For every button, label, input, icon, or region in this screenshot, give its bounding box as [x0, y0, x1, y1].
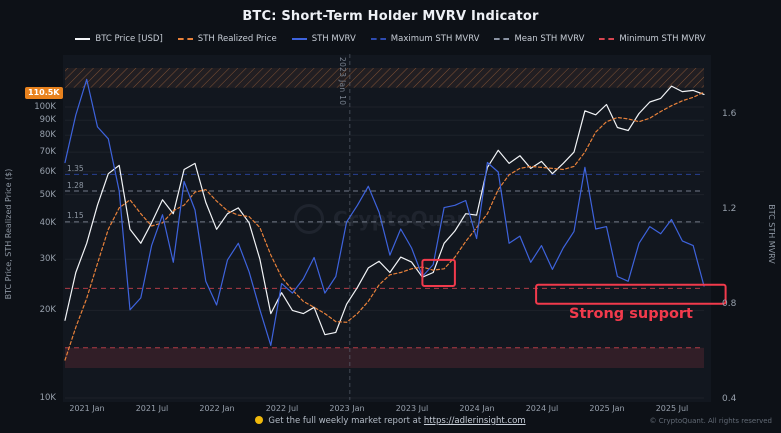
highlight-box-2: [535, 283, 727, 305]
yellow-dot-icon: [255, 416, 264, 424]
legend-marker-icon: [177, 38, 193, 40]
legend-item-sth-realized-price[interactable]: STH Realized Price: [177, 34, 277, 44]
plot-background: [63, 55, 711, 402]
legend-item-sth-mvrv[interactable]: STH MVRV: [291, 34, 356, 44]
copyright-notice: © CryptoQuant. All rights reserved: [649, 417, 772, 425]
legend-item-label: BTC Price [USD]: [95, 34, 163, 44]
legend-item-label: STH MVRV: [311, 34, 356, 44]
footer-text: Get the full weekly market report at: [268, 416, 422, 426]
watermark-text: CryptoQuant: [333, 207, 482, 231]
legend-item-label: STH Realized Price: [197, 34, 277, 44]
legend-item-label: Minimum STH MVRV: [619, 34, 706, 44]
legend-marker-icon: [494, 38, 510, 40]
series-sth-realized-price: [64, 91, 705, 361]
right-axis-title: BTC STH MVRV: [767, 204, 776, 264]
legend-item-maximum-sth-mvrv[interactable]: Maximum STH MVRV: [370, 34, 480, 44]
watermark: CryptoQuant: [294, 204, 481, 234]
left-axis-title: BTC Price, STH Realized Price ($): [4, 168, 13, 300]
footer-note: Get the full weekly market report at htt…: [0, 416, 781, 426]
legend-marker-icon: [599, 38, 615, 40]
legend-marker-icon: [370, 38, 386, 40]
legend-item-mean-sth-mvrv[interactable]: Mean STH MVRV: [494, 34, 584, 44]
overheated-band: [65, 68, 704, 88]
cryptoquant-logo-icon: [294, 204, 324, 234]
legend-item-label: Maximum STH MVRV: [390, 34, 480, 44]
legend-item-btc-price-usd[interactable]: BTC Price [USD]: [75, 34, 163, 44]
report-link[interactable]: https://adlerinsight.com: [423, 416, 526, 426]
legend-marker-icon: [75, 38, 91, 40]
support-band: [65, 347, 704, 368]
legend-marker-icon: [291, 38, 307, 40]
chart-title: BTC: Short-Term Holder MVRV Indicator: [242, 9, 539, 24]
legend: BTC Price [USD] STH Realized Price STH MVR…: [0, 34, 781, 44]
legend-item-label: Mean STH MVRV: [514, 34, 585, 44]
highlight-box-1: [421, 258, 456, 287]
series-sth-mvrv: [64, 78, 705, 346]
series-btc-price-usd: [64, 85, 705, 336]
legend-item-minimum-sth-mvrv[interactable]: Minimum STH MVRV: [599, 34, 706, 44]
